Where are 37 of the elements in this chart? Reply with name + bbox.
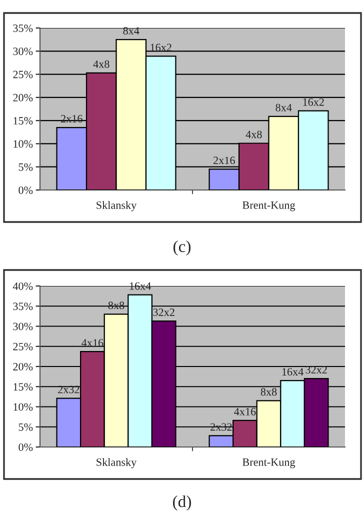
text: (c) [173, 240, 191, 256]
y-tick-label: 25% [13, 70, 33, 78]
series-label: 8x4 [276, 104, 292, 112]
y-tick-label: 10% [14, 403, 33, 411]
text: 2x16 [214, 156, 235, 164]
y-tick-label: 20% [13, 362, 33, 370]
y-tick-label: 0% [18, 186, 33, 194]
series-label: 4x8 [93, 60, 110, 68]
y-tick-label: 15% [14, 117, 33, 125]
y-tick-label: 0% [18, 443, 33, 451]
series-label: 4x16 [82, 339, 104, 347]
x-tick-label: Sklansky [96, 458, 137, 468]
x-tick-label: Brent-Kung [242, 458, 296, 468]
y-tick-label: 20% [13, 94, 33, 102]
series-label: 32x2 [153, 308, 174, 316]
y-tick-label: 15% [14, 383, 33, 391]
x-tick-label: Brent-Kung [242, 202, 296, 212]
y-tick-label: 5% [18, 423, 33, 431]
y-tick-label: 25% [13, 342, 33, 350]
series-label: 16x4 [282, 368, 304, 376]
text: (d) [173, 495, 191, 511]
y-tick-label: 35% [13, 302, 33, 310]
text: 4x16 [234, 408, 256, 416]
series-label: 8x8 [260, 388, 277, 396]
text: 4x8 [246, 130, 262, 138]
series-label: 2x32 [58, 386, 80, 394]
y-tick-label: 35% [13, 24, 33, 32]
text: 16x2 [303, 98, 324, 106]
y-tick-label: 5% [18, 163, 33, 171]
y-tick-label: 10% [14, 140, 33, 148]
text: 8x4 [123, 27, 140, 35]
y-tick-label: 30% [13, 322, 33, 330]
y-tick-label: 30% [13, 48, 33, 56]
y-tick-label: 40% [12, 282, 33, 290]
text: 32x2 [306, 366, 327, 374]
x-tick-label: Sklansky [96, 201, 137, 212]
series-label: 16x2 [150, 44, 172, 52]
